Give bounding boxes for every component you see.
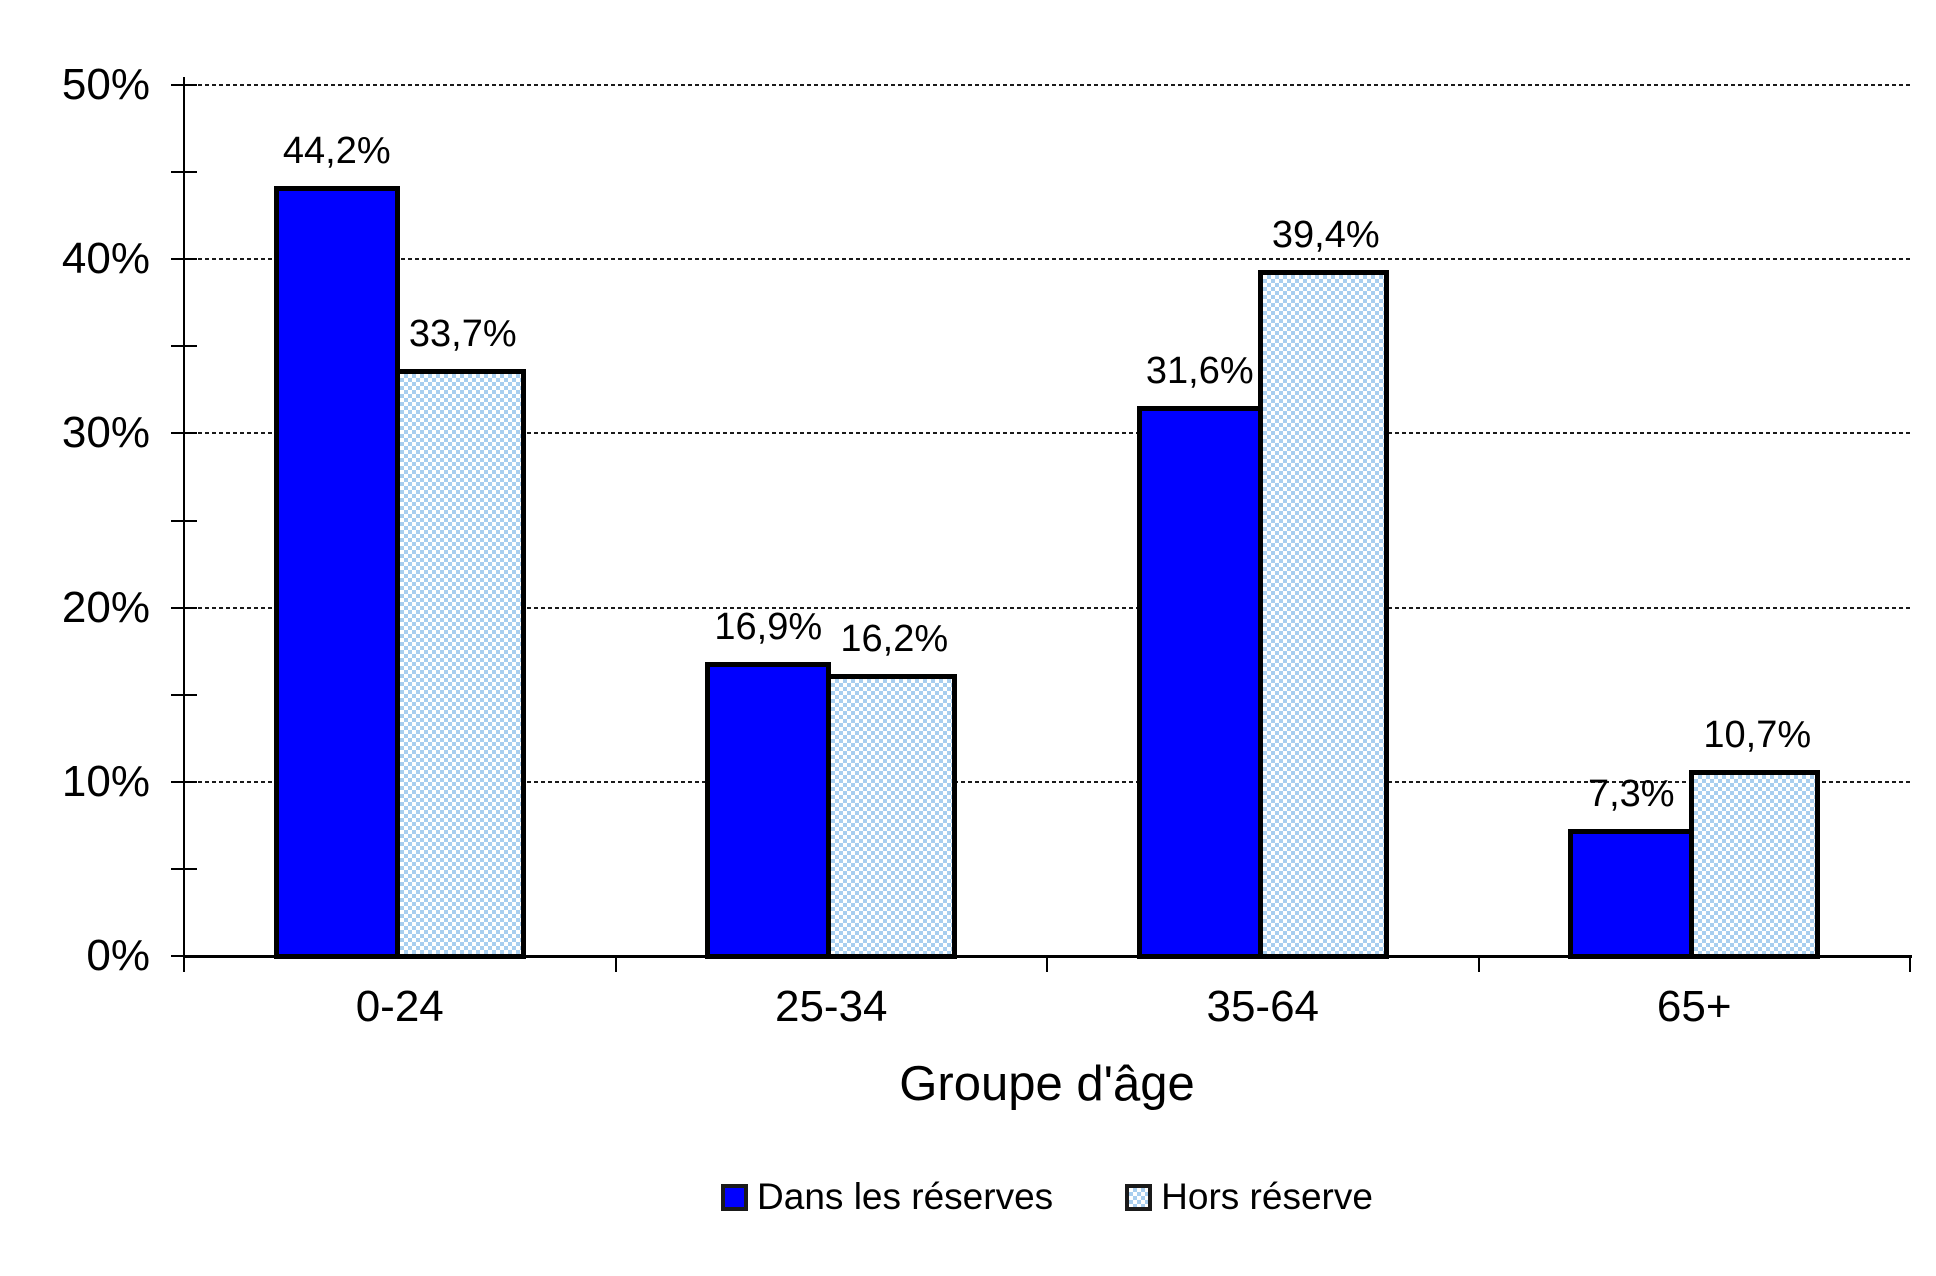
y-axis-tick [171, 693, 197, 696]
bar-dans-les-reserves [1568, 828, 1695, 959]
y-axis-tick [171, 519, 197, 522]
bar-dans-les-reserves [705, 661, 832, 959]
bar-value-label: 16,9% [714, 605, 823, 648]
bar-hors-reserve [1689, 769, 1821, 959]
y-gridline [184, 258, 1910, 261]
x-axis-title: Groupe d'âge [899, 1057, 1195, 1111]
y-axis-label: 50% [61, 60, 150, 109]
x-axis-tick [183, 956, 185, 972]
legend-swatch-pattern [1125, 1183, 1153, 1211]
y-axis-tick [171, 432, 197, 435]
x-axis-label: 25-34 [774, 982, 888, 1031]
y-gridline [184, 432, 1910, 435]
y-axis-label: 20% [61, 582, 150, 632]
x-axis-tick [1046, 956, 1048, 972]
x-axis-tick [1909, 956, 1911, 972]
legend-item: Hors réserve [1125, 1175, 1373, 1219]
legend-item: Dans les réserves [721, 1175, 1053, 1219]
y-axis-tick [171, 867, 197, 870]
bar-value-label: 10,7% [1703, 713, 1812, 756]
y-gridline [184, 780, 1910, 783]
y-axis-tick [171, 171, 197, 174]
x-axis-label: 0-24 [355, 982, 444, 1031]
x-axis-label: 35-64 [1206, 982, 1320, 1031]
x-axis-tick [1477, 956, 1480, 972]
legend: Dans les réserves Hors réserve [184, 1171, 1910, 1223]
bar-hors-reserve [1257, 269, 1389, 959]
legend-label: Dans les réserves [757, 1176, 1054, 1217]
bar-dans-les-reserves [1136, 405, 1263, 959]
bar-value-label: 16,2% [840, 617, 949, 660]
bar-value-label: 33,7% [408, 312, 517, 355]
bar-value-label: 39,4% [1271, 213, 1380, 256]
bar-value-label: 31,6% [1145, 349, 1254, 392]
y-gridline [184, 606, 1910, 609]
x-axis-label: 65+ [1656, 982, 1732, 1031]
y-axis-tick [171, 84, 197, 86]
y-axis-label: 30% [61, 408, 150, 458]
bar-hors-reserve [394, 368, 526, 959]
bar-hors-reserve [826, 673, 958, 959]
y-axis-line [183, 77, 185, 956]
y-axis-label: 40% [61, 234, 150, 284]
y-axis-tick [171, 606, 197, 609]
y-axis-tick [171, 780, 197, 783]
legend-label: Hors réserve [1161, 1176, 1373, 1217]
y-axis-tick [171, 258, 197, 261]
legend-swatch-solid [721, 1183, 749, 1211]
y-axis-label: 10% [61, 756, 150, 806]
y-axis-tick [171, 345, 197, 348]
bar-value-label: 44,2% [282, 130, 391, 173]
bar-value-label: 7,3% [1587, 772, 1675, 815]
x-axis-tick [614, 956, 617, 972]
y-axis-label: 0% [86, 931, 150, 980]
bar-dans-les-reserves [273, 186, 400, 959]
y-gridline [184, 84, 1910, 86]
